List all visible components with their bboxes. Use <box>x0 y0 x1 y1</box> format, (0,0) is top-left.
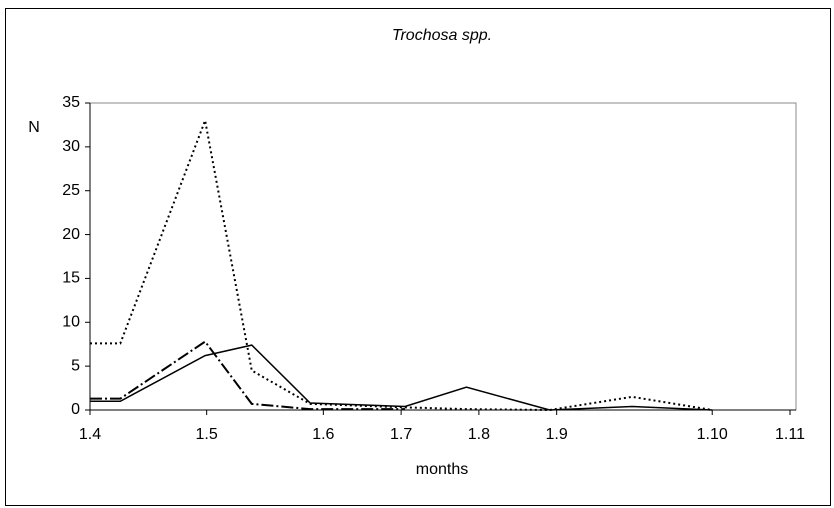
x-tick-label: 1.4 <box>79 426 101 443</box>
y-tick-label: 20 <box>62 226 80 243</box>
y-tick-label: 30 <box>62 138 80 155</box>
series-line <box>90 340 405 411</box>
y-axis-label: N <box>28 119 40 136</box>
y-tick-label: 0 <box>71 401 80 418</box>
chart-title: Trochosa spp. <box>392 27 492 44</box>
y-tick-label: 10 <box>62 314 80 331</box>
x-tick-label: 1.10 <box>697 426 728 443</box>
y-tick-label: 5 <box>71 357 80 374</box>
x-axis-label: months <box>416 461 468 478</box>
chart-frame <box>5 8 831 506</box>
x-tick-label: 1.11 <box>775 426 805 443</box>
series-line <box>90 344 713 411</box>
x-tick-label: 1.5 <box>196 426 218 443</box>
series-line <box>90 116 713 412</box>
y-tick-label: 25 <box>62 182 80 199</box>
y-tick-label: 35 <box>62 94 80 111</box>
x-tick-label: 1.6 <box>312 426 334 443</box>
x-tick-label: 1.9 <box>546 426 568 443</box>
x-tick-label: 1.7 <box>390 426 412 443</box>
y-tick-label: 15 <box>62 270 80 287</box>
x-tick-label: 1.8 <box>468 426 490 443</box>
